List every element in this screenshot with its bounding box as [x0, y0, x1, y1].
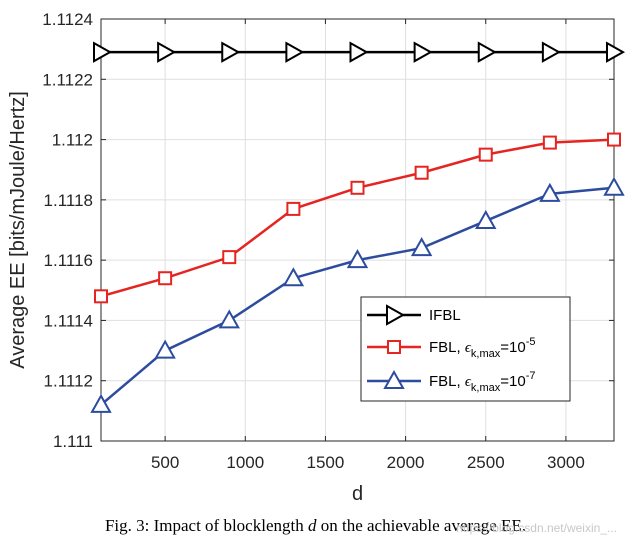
series-0-point-7	[541, 41, 561, 63]
series-0-point-2	[221, 41, 241, 63]
series-1-point-1	[158, 271, 173, 286]
x-tick-label-2: 1500	[307, 453, 345, 472]
series-2-point-2	[218, 309, 240, 329]
x-tick-label-0: 500	[151, 453, 179, 472]
series-0-point-4	[349, 41, 369, 63]
y-axis-label: Average EE [bits/mJoule/Hertz]	[7, 91, 29, 369]
legend-prefix-1: FBL,	[429, 339, 465, 356]
series-2-point-8	[603, 176, 625, 196]
x-tick-label-1: 1000	[226, 453, 264, 472]
legend-label-0: IFBL	[429, 307, 461, 324]
caption-prefix: Fig. 3: Impact of blocklength	[104, 516, 308, 535]
caption-variable: d	[307, 516, 317, 535]
legend-equals-1: =10	[500, 339, 525, 356]
series-1-point-5	[414, 165, 429, 180]
legend-subscript-2: k,max	[471, 382, 501, 394]
legend-label-1: FBL, ϵk,max=10-5	[429, 336, 535, 360]
series-0-point-3	[285, 41, 305, 63]
y-tick-label-4: 1.1118	[44, 191, 93, 210]
series-0-point-1	[157, 41, 177, 63]
series-1-point-2	[222, 250, 237, 265]
legend-equals-2: =10	[500, 373, 525, 390]
y-tick-label-0: 1.111	[53, 432, 93, 451]
y-tick-label-3: 1.1116	[44, 251, 93, 270]
series-0-point-8	[606, 41, 626, 63]
series-1-point-4	[350, 180, 365, 195]
x-tick-label-3: 2000	[387, 453, 425, 472]
legend-epsilon-1: ϵ	[465, 340, 472, 356]
series-1-point-7	[542, 135, 557, 150]
y-tick-label-1: 1.1112	[44, 372, 93, 391]
series-1-point-3	[286, 201, 301, 216]
legend-subscript-1: k,max	[471, 348, 501, 360]
legend-label-2: FBL, ϵk,max=10-7	[429, 370, 535, 394]
series-1-point-0	[94, 289, 108, 304]
series-1-point-6	[478, 147, 493, 162]
x-tick-label-4: 2500	[467, 453, 505, 472]
series-2-point-3	[282, 267, 305, 287]
legend-marker-2	[383, 369, 405, 389]
caption-suffix: on the achievable average EE.	[316, 516, 527, 535]
series-0-point-0	[93, 41, 113, 63]
x-tick-label-5: 3000	[547, 453, 585, 472]
y-tick-label-6: 1.1122	[42, 70, 93, 89]
watermark: https://blog.csdn.net/weixin_...	[456, 521, 617, 535]
y-tick-label-7: 1.1124	[42, 10, 93, 29]
series-2-point-1	[154, 339, 176, 359]
y-tick-label-2: 1.1114	[44, 311, 93, 330]
series-0-point-5	[413, 41, 433, 63]
line-chart: 500 1000 1500 2000 2500 3000 1.111 1.1112 1.1114…	[7, 10, 626, 505]
series-2-point-0	[90, 393, 112, 413]
axes-box	[100, 18, 615, 442]
legend-superscript-1: -5	[526, 336, 536, 348]
figure-caption: Fig. 3: Impact of blocklength d on the a…	[0, 516, 631, 536]
series-0-point-6	[477, 41, 497, 63]
series-2-point-6	[475, 209, 497, 229]
series-2-point-7	[539, 182, 561, 202]
legend-epsilon-2: ϵ	[465, 374, 472, 390]
x-axis-label: d	[352, 483, 363, 505]
series-2-point-5	[410, 237, 433, 257]
y-tick-label-5: 1.112	[52, 131, 93, 150]
legend-superscript-2: -7	[526, 370, 536, 382]
legend-marker-1	[387, 340, 401, 354]
legend-marker-0	[386, 304, 406, 326]
series-1-point-8	[607, 132, 621, 147]
legend-prefix-2: FBL,	[429, 373, 465, 390]
series-2-point-4	[346, 249, 369, 269]
